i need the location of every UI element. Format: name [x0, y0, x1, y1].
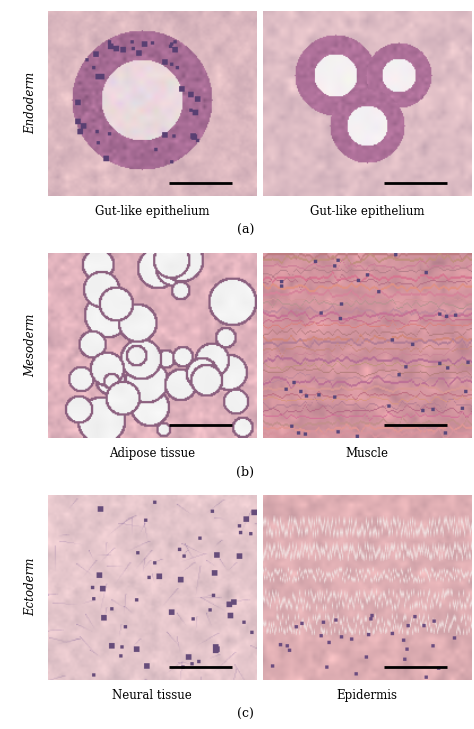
Text: (c): (c): [237, 709, 254, 722]
Text: Gut-like epithelium: Gut-like epithelium: [310, 206, 424, 219]
Text: Epidermis: Epidermis: [337, 690, 398, 703]
Text: Adipose tissue: Adipose tissue: [109, 448, 195, 461]
Text: Muscle: Muscle: [346, 448, 389, 461]
Text: Neural tissue: Neural tissue: [112, 690, 192, 703]
Text: Mesoderm: Mesoderm: [24, 313, 37, 377]
Text: (b): (b): [237, 467, 254, 480]
Text: Ectoderm: Ectoderm: [24, 558, 37, 617]
Text: Endoderm: Endoderm: [24, 72, 37, 134]
Text: (a): (a): [237, 225, 254, 238]
Text: Gut-like epithelium: Gut-like epithelium: [95, 206, 210, 219]
